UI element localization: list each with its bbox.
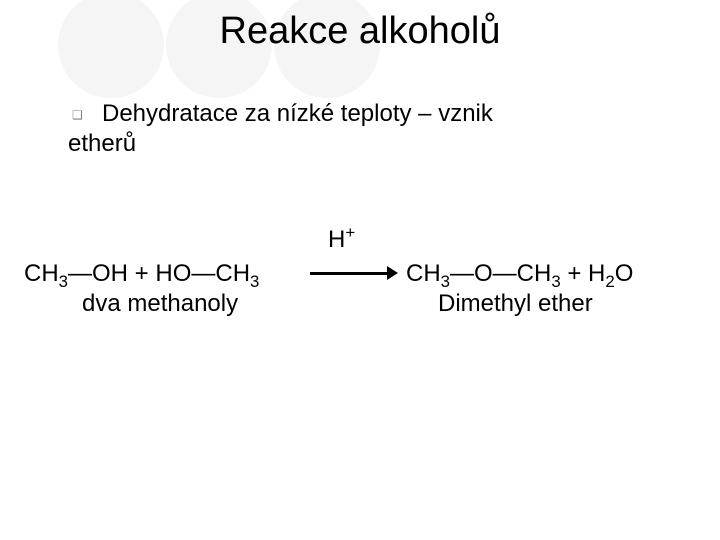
reactant-formula: CH3—OH + HO—CH3 [24,260,259,288]
catalyst-label: H+ [328,226,355,254]
reactant-caption: dva methanoly [82,290,238,318]
reaction-arrow-line [310,272,388,275]
subtitle-line-2: etherů [68,130,136,158]
page-title: Reakce alkoholů [0,10,720,53]
reaction-arrow-head [387,266,398,280]
product-caption: Dimethyl ether [438,290,593,318]
product-formula: CH3—O—CH3 + H2O [406,260,633,288]
bullet-icon: ❑ [72,108,83,122]
subtitle-line-1: Dehydratace za nízké teploty – vznik [102,100,493,128]
